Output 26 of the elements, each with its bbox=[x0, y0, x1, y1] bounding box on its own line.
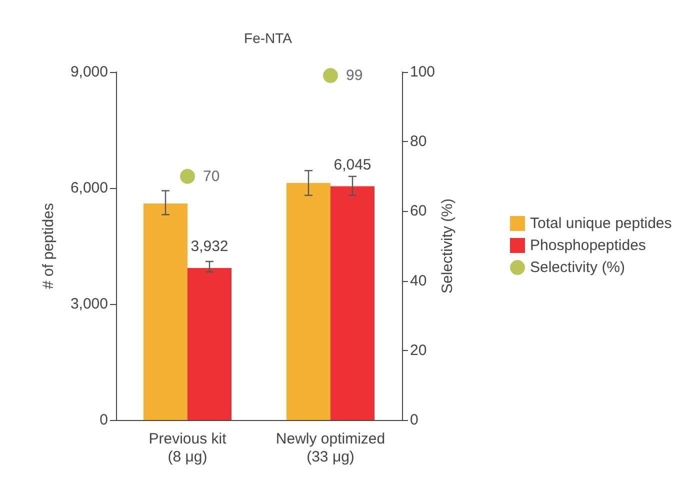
y2-tick-label: 40 bbox=[410, 272, 427, 290]
bar bbox=[330, 186, 374, 420]
data-label: 99 bbox=[346, 66, 363, 84]
y-tick-label: 0 bbox=[100, 412, 108, 428]
bar bbox=[188, 268, 232, 420]
chart-title: Fe-NTA bbox=[244, 30, 293, 46]
data-label: 70 bbox=[203, 168, 220, 185]
y2-tick-label: 100 bbox=[410, 64, 436, 80]
y-tick-label: 3,000 bbox=[70, 296, 108, 312]
y-axis-title: # of peptides bbox=[40, 203, 57, 289]
y2-axis-title: Selectivity (%) bbox=[439, 198, 456, 294]
y2-tick-label: 20 bbox=[410, 342, 427, 359]
y2-tick-label: 0 bbox=[410, 412, 418, 428]
y2-tick-label: 80 bbox=[410, 133, 427, 150]
y-tick-label: 9,000 bbox=[70, 64, 108, 80]
legend-label: Selectivity (%) bbox=[530, 259, 626, 276]
legend-label: Phosphopeptides bbox=[530, 237, 646, 254]
data-label: 3,932 bbox=[190, 238, 228, 255]
bar bbox=[286, 182, 330, 420]
y-tick-label: 6,000 bbox=[70, 180, 108, 196]
legend-label: Total unique peptides bbox=[530, 215, 672, 232]
bar bbox=[144, 203, 188, 420]
x-tick-label: Previous kit (8 μg) bbox=[148, 430, 228, 466]
y2-tick-label: 60 bbox=[410, 202, 427, 220]
data-label: 6,045 bbox=[334, 156, 372, 174]
x-tick-label: Newly optimized (33 μg) bbox=[276, 430, 386, 466]
